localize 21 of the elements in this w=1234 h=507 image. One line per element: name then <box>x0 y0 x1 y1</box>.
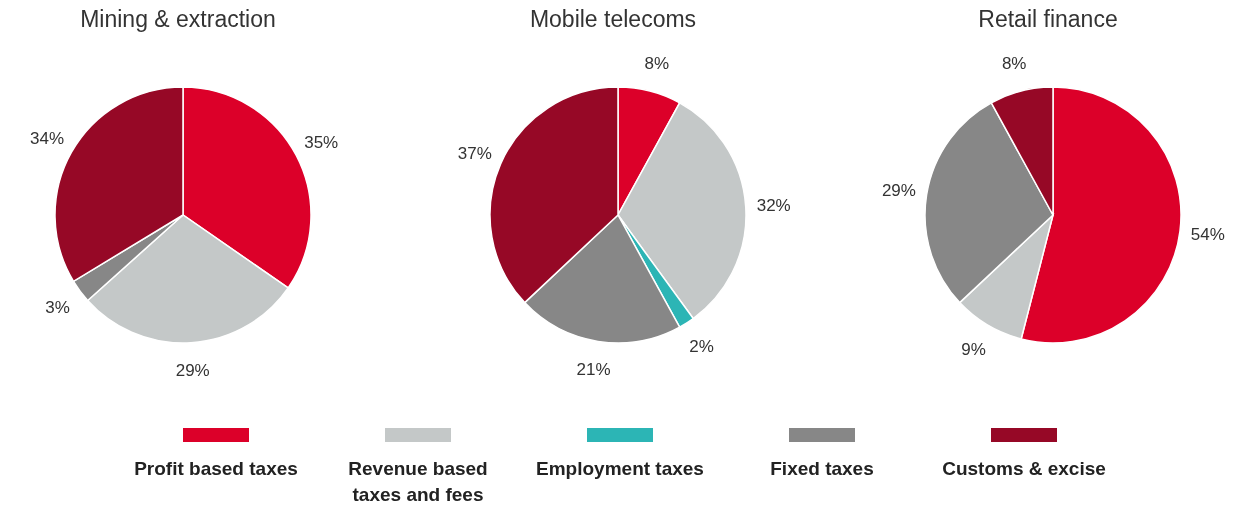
legend-label: Revenue based taxes and fees <box>347 457 489 507</box>
chart-title: Mining & extraction <box>79 6 277 33</box>
data-label: 37% <box>457 143 492 163</box>
legend-label: Fixed taxes <box>769 457 875 481</box>
chart-title: Retail finance <box>977 6 1119 33</box>
legend-label: Employment taxes <box>535 457 705 481</box>
data-label: 54% <box>1190 225 1225 245</box>
data-label: 9% <box>961 339 986 359</box>
data-label: 2% <box>689 337 714 357</box>
data-label: 8% <box>644 54 670 74</box>
chart-title: Mobile telecoms <box>528 6 698 33</box>
legend-label: Profit based taxes <box>133 457 299 481</box>
data-label: 32% <box>756 195 791 215</box>
data-label: 3% <box>45 298 70 318</box>
data-label: 29% <box>881 181 916 201</box>
data-label: 35% <box>304 133 339 153</box>
data-label: 34% <box>30 128 65 148</box>
legend-label: Customs & excise <box>941 457 1107 481</box>
data-label: 29% <box>175 361 210 381</box>
data-label: 8% <box>1001 54 1027 74</box>
data-label: 21% <box>576 359 611 379</box>
